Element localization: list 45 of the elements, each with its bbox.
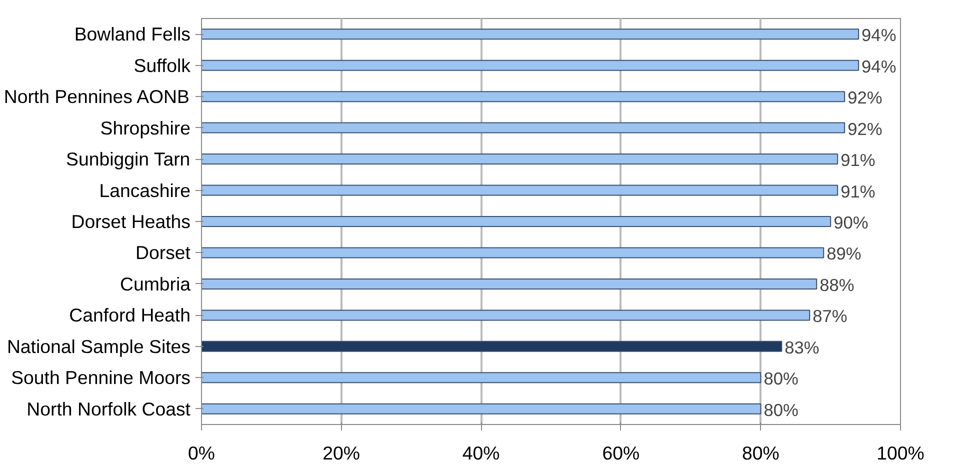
bar bbox=[202, 278, 818, 290]
data-label: 87% bbox=[812, 306, 848, 326]
bar bbox=[202, 122, 846, 134]
y-tick-label: Shropshire bbox=[100, 117, 191, 138]
bar bbox=[202, 60, 860, 71]
bar bbox=[202, 184, 838, 196]
bar bbox=[202, 340, 782, 352]
x-tick-label: 0% bbox=[188, 442, 215, 464]
data-label: 83% bbox=[784, 337, 820, 358]
data-label: 91% bbox=[840, 181, 876, 202]
bar bbox=[202, 28, 860, 40]
data-label: 80% bbox=[764, 400, 798, 420]
data-label: 92% bbox=[848, 118, 882, 139]
y-tick-label: National Sample Sites bbox=[6, 336, 191, 357]
y-tick-label: North Pennines AONB bbox=[4, 86, 190, 108]
data-label: 88% bbox=[820, 274, 854, 295]
x-tick-label: 40% bbox=[462, 442, 500, 464]
data-label: 80% bbox=[764, 368, 798, 389]
y-tick-label: Canford Heath bbox=[69, 304, 191, 326]
bar bbox=[202, 247, 824, 258]
data-label: 92% bbox=[848, 88, 882, 108]
bar bbox=[202, 403, 762, 414]
bar bbox=[202, 91, 846, 102]
x-tick-label: 100% bbox=[876, 442, 924, 464]
bar bbox=[202, 372, 762, 384]
y-tick-label: South Pennine Moors bbox=[11, 367, 190, 388]
x-tick-label: 80% bbox=[742, 442, 780, 464]
y-tick-label: Lancashire bbox=[99, 180, 191, 201]
data-label: 94% bbox=[862, 25, 896, 46]
y-tick-label: Suffolk bbox=[134, 54, 192, 76]
y-tick-label: Cumbria bbox=[120, 273, 192, 294]
y-tick-label: North Norfolk Coast bbox=[26, 398, 192, 420]
bar bbox=[202, 154, 838, 165]
y-tick-label: Sunbiggin Tarn bbox=[66, 148, 190, 170]
data-label: 91% bbox=[840, 150, 876, 170]
data-label: 94% bbox=[862, 56, 896, 76]
bar bbox=[202, 216, 832, 227]
data-label: 89% bbox=[826, 244, 862, 264]
x-tick-label: 20% bbox=[322, 442, 360, 464]
x-tick-label: 60% bbox=[602, 442, 640, 464]
data-label: 90% bbox=[834, 212, 868, 232]
bar bbox=[202, 310, 810, 321]
y-tick-label: Dorset Heaths bbox=[71, 211, 191, 232]
y-tick-label: Dorset bbox=[136, 242, 192, 264]
y-tick-label: Bowland Fells bbox=[74, 24, 191, 45]
